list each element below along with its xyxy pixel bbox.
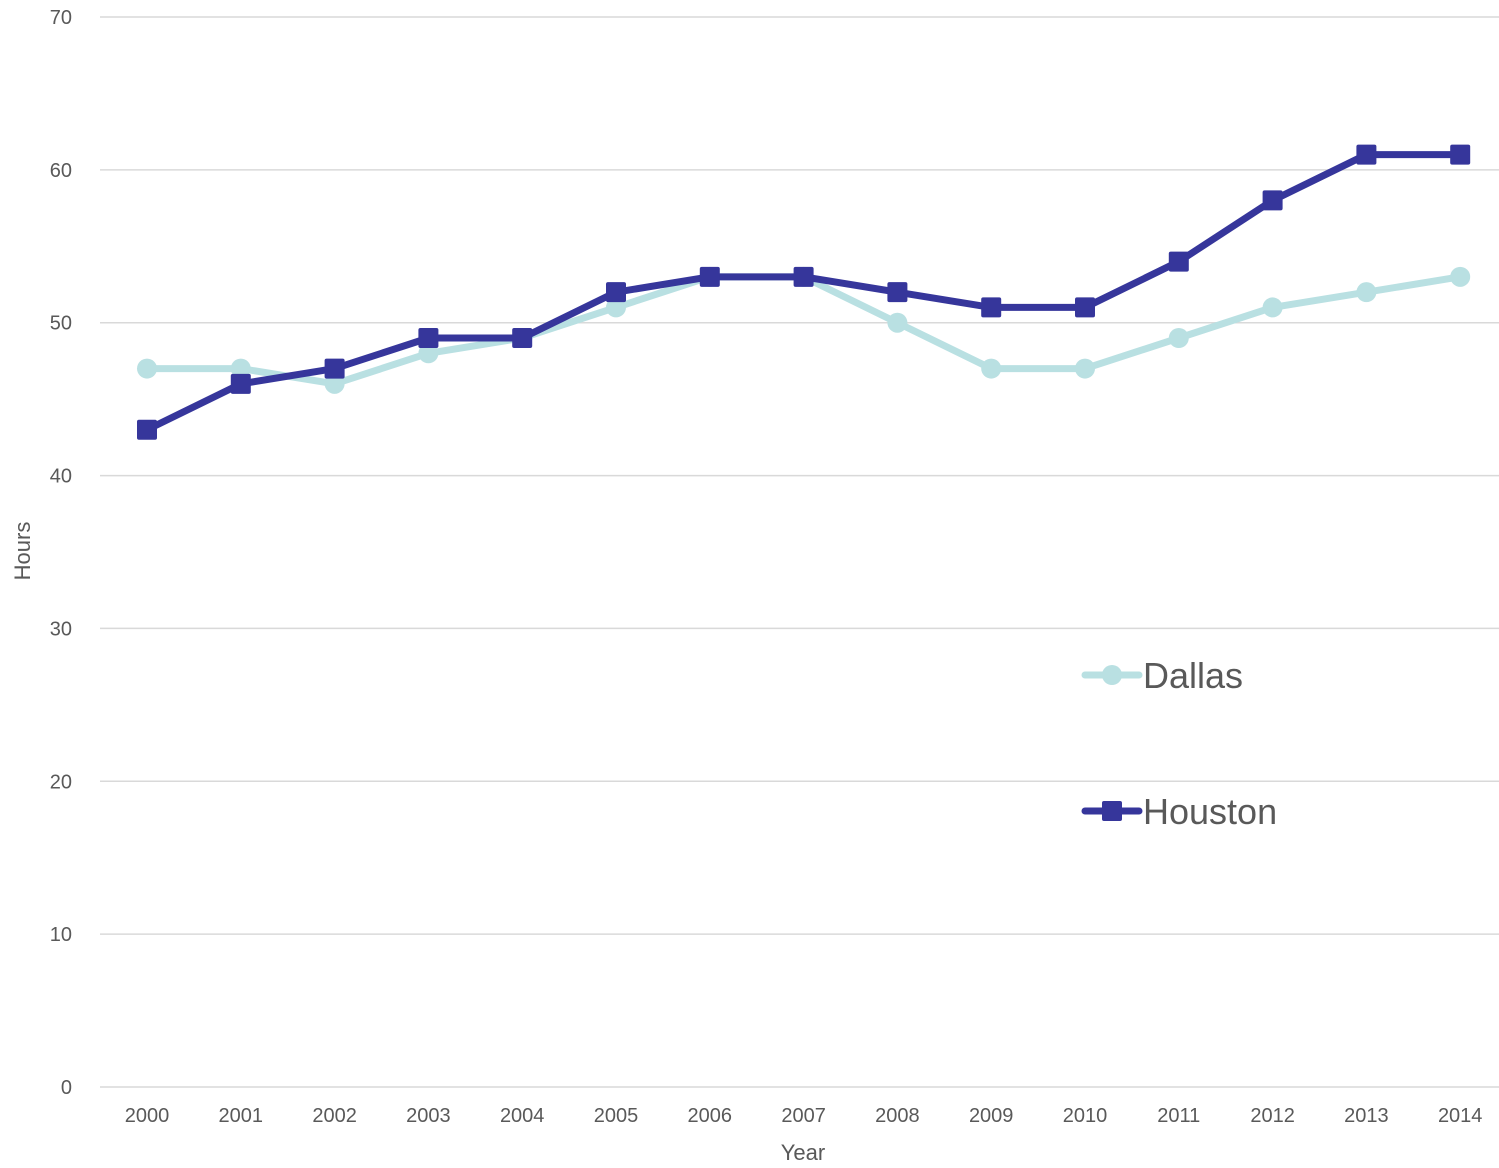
x-tick-label: 2007 <box>781 1105 826 1127</box>
y-tick-label: 50 <box>50 313 72 335</box>
legend-item-houston: Houston <box>1081 791 1277 832</box>
legend: Dallas Houston <box>1081 655 1277 832</box>
y-axis-ticks: 0 10 20 30 40 50 60 70 <box>50 7 72 1099</box>
series-houston <box>137 144 1471 440</box>
x-tick-label: 2012 <box>1250 1105 1295 1127</box>
x-tick-label: 2005 <box>594 1105 639 1127</box>
y-tick-label: 0 <box>61 1077 72 1099</box>
data-point-houston <box>418 328 439 348</box>
data-point-houston <box>230 373 251 394</box>
x-tick-label: 2011 <box>1157 1105 1200 1127</box>
x-tick-label: 2000 <box>125 1105 170 1127</box>
data-point-houston <box>606 282 626 303</box>
x-tick-label: 2013 <box>1344 1105 1389 1127</box>
data-point-houston <box>1168 251 1189 272</box>
gridlines <box>100 16 1499 1088</box>
x-axis-ticks: 2000 2001 2002 2003 2004 2005 2006 2007 2008 2009… <box>125 1105 1483 1127</box>
data-point-houston <box>1450 144 1471 165</box>
data-point-houston <box>1075 297 1095 318</box>
series-lines <box>137 144 1471 440</box>
data-point-houston <box>793 266 814 287</box>
data-point-dallas <box>981 358 1002 379</box>
data-point-dallas <box>324 373 345 394</box>
data-point-houston <box>887 282 908 303</box>
data-point-houston <box>1356 144 1377 165</box>
x-tick-label: 2003 <box>406 1105 451 1127</box>
x-tick-label: 2014 <box>1438 1105 1483 1127</box>
data-point-houston <box>699 266 720 287</box>
data-point-dallas <box>137 358 157 379</box>
data-point-dallas <box>230 358 251 379</box>
data-point-dallas <box>1262 297 1283 318</box>
data-point-houston <box>981 297 1002 318</box>
x-tick-label: 2001 <box>219 1105 264 1127</box>
data-point-dallas <box>1356 282 1377 303</box>
data-point-dallas <box>887 312 908 333</box>
legend-marker-houston <box>1102 801 1122 821</box>
legend-item-dallas: Dallas <box>1081 655 1243 696</box>
y-tick-label: 10 <box>50 924 72 946</box>
legend-marker-dallas <box>1102 665 1122 685</box>
x-tick-label: 2006 <box>688 1105 733 1127</box>
data-point-houston <box>1262 190 1283 211</box>
data-point-dallas <box>1450 266 1471 287</box>
y-axis-title: Hours <box>10 522 35 581</box>
x-tick-label: 2009 <box>969 1105 1014 1127</box>
x-axis-title: Year <box>781 1140 825 1165</box>
data-point-houston <box>512 328 533 348</box>
data-point-dallas <box>1075 358 1095 379</box>
legend-label-dallas: Dallas <box>1143 655 1243 696</box>
data-point-dallas <box>606 297 626 318</box>
data-point-houston <box>137 419 157 440</box>
data-point-dallas <box>418 343 439 364</box>
data-point-houston <box>324 358 345 379</box>
y-tick-label: 20 <box>50 771 72 793</box>
legend-label-houston: Houston <box>1143 791 1277 832</box>
data-point-dallas <box>1168 328 1189 348</box>
x-tick-label: 2008 <box>875 1105 920 1127</box>
y-tick-label: 40 <box>50 466 72 488</box>
y-tick-label: 60 <box>50 160 72 182</box>
x-tick-label: 2002 <box>312 1105 357 1127</box>
y-tick-label: 30 <box>50 618 72 640</box>
x-tick-label: 2004 <box>500 1105 545 1127</box>
y-tick-label: 70 <box>50 7 72 29</box>
x-tick-label: 2010 <box>1063 1105 1108 1127</box>
